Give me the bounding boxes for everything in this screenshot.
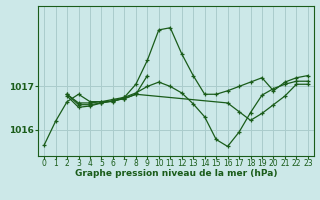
- X-axis label: Graphe pression niveau de la mer (hPa): Graphe pression niveau de la mer (hPa): [75, 169, 277, 178]
